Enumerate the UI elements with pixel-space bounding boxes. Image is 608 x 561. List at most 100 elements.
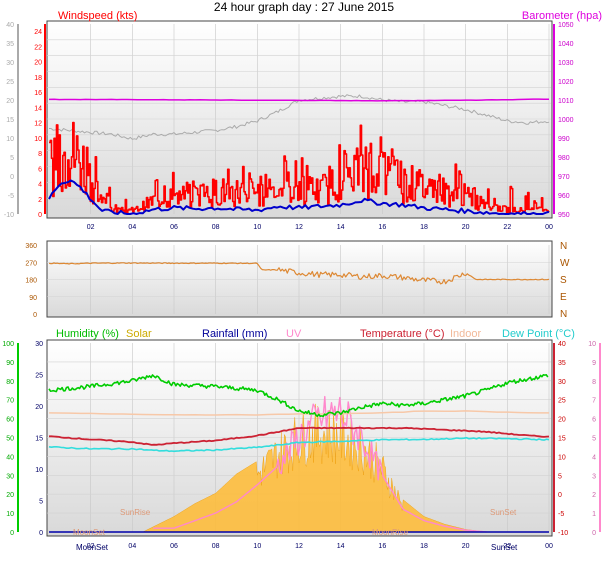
wind-axis-tick: 6	[38, 166, 42, 173]
sunset-label: SunSet	[490, 508, 517, 517]
left-temp-tick: 0	[39, 530, 43, 537]
x-tick-label: 06	[170, 543, 178, 550]
direction-tick: 90	[29, 295, 37, 302]
temperature-line	[49, 426, 550, 446]
x-tick-label: 12	[295, 543, 303, 550]
sunrise-label: SunRise	[120, 508, 151, 517]
wind-axis-tick: 8	[38, 151, 42, 158]
barometer-axis-tick: 1020	[558, 79, 574, 86]
moonrise-label: MoonRise	[372, 528, 409, 537]
outer-left-tick: 15	[6, 117, 14, 124]
x-tick-label: 10	[253, 224, 261, 231]
uv-tick: 2	[592, 492, 596, 499]
x-tick-label: 04	[128, 543, 136, 550]
right-temp-tick: -5	[558, 511, 564, 518]
right-temp-tick: 0	[558, 492, 562, 499]
right-temp-tick: 35	[558, 360, 566, 367]
wind-axis-tick: 0	[38, 212, 42, 219]
wind-axis-tick: 20	[34, 60, 42, 67]
humidity-tick: 50	[6, 436, 14, 443]
humidity-tick: 10	[6, 511, 14, 518]
humidity-line	[48, 374, 549, 418]
barometer-axis-tick: 1000	[558, 117, 574, 124]
uv-tick: 0	[592, 530, 596, 537]
humidity-tick: 90	[6, 360, 14, 367]
humidity-tick: 80	[6, 379, 14, 386]
x-tick-label: 16	[378, 543, 386, 550]
outer-left-tick: 25	[6, 79, 14, 86]
direction-tick: 270	[25, 260, 37, 267]
outer-left-tick: 20	[6, 98, 14, 105]
wind-direction-line	[48, 262, 550, 285]
uv-tick: 1	[592, 511, 596, 518]
windspeed-axis-label: Windspeed (kts)	[58, 10, 137, 22]
wind-axis-tick: 4	[38, 182, 42, 189]
x-tick-label: 18	[420, 224, 428, 231]
direction-tick: 180	[25, 278, 37, 285]
right-temp-tick: 15	[558, 436, 566, 443]
humidity-tick: 60	[6, 417, 14, 424]
outer-left-tick: 40	[6, 22, 14, 29]
chart-title: 24 hour graph day : 27 June 2015	[214, 0, 394, 14]
left-temp-tick: 30	[35, 341, 43, 348]
x-tick-label: 06	[170, 224, 178, 231]
series-lines	[48, 94, 550, 533]
left-temp-tick: 10	[35, 467, 43, 474]
humidity-tick: 100	[2, 341, 14, 348]
barometer-axis-label: Barometer (hpa)	[522, 10, 602, 22]
x-tick-label: 18	[420, 543, 428, 550]
barometer-axis-tick: 1030	[558, 60, 574, 67]
uv-tick: 9	[592, 360, 596, 367]
compass-tick: N	[560, 241, 567, 252]
right-temp-tick: 5	[558, 473, 562, 480]
wind-axis-tick: 12	[34, 121, 42, 128]
wind-axis-tick: 10	[34, 136, 42, 143]
x-tick-label: 02	[87, 543, 95, 550]
humidity-tick: 30	[6, 473, 14, 480]
legend-dewpoint: Dew Point (°C)	[502, 328, 575, 340]
barometer-axis-tick: 960	[558, 193, 570, 200]
x-tick-label: 22	[503, 224, 511, 231]
uv-tick: 10	[588, 341, 596, 348]
humidity-tick: 0	[10, 530, 14, 537]
uv-tick: 5	[592, 436, 596, 443]
uv-tick: 8	[592, 379, 596, 386]
outer-left-tick: 10	[6, 136, 14, 143]
compass-tick: W	[560, 258, 570, 269]
wind-axis-tick: 2	[38, 197, 42, 204]
direction-tick: 360	[25, 243, 37, 250]
uv-tick: 4	[592, 454, 596, 461]
barometer-axis-tick: 1050	[558, 22, 574, 29]
x-tick-label: 14	[337, 543, 345, 550]
wind-axis-tick: 14	[34, 105, 42, 112]
x-tick-label: 20	[462, 543, 470, 550]
sunset-bottom-label: SunSet	[491, 543, 518, 552]
barometer-axis-tick: 1010	[558, 98, 574, 105]
humidity-tick: 40	[6, 454, 14, 461]
x-tick-label: 10	[253, 543, 261, 550]
compass-tick: E	[560, 292, 567, 303]
right-temp-tick: 40	[558, 341, 566, 348]
outer-left-tick: 0	[10, 174, 14, 181]
uv-tick: 7	[592, 398, 596, 405]
compass-tick: S	[560, 275, 567, 286]
right-temp-tick: -10	[558, 530, 568, 537]
x-tick-label: 14	[337, 224, 345, 231]
direction-panel	[46, 240, 553, 318]
windspeed-line	[49, 121, 550, 214]
barometer-axis-tick: 970	[558, 174, 570, 181]
x-tick-label: 02	[87, 224, 95, 231]
dewpoint-line	[48, 436, 550, 453]
indoor-temp-line	[48, 410, 549, 416]
direction-tick: 0	[33, 312, 37, 319]
wind-axis-tick: 24	[34, 29, 42, 36]
outer-left-tick: -5	[8, 193, 14, 200]
legend-rainfall: Rainfall (mm)	[202, 328, 267, 340]
humidity-tick: 20	[6, 492, 14, 499]
compass-tick: N	[560, 309, 567, 320]
outer-left-tick: 30	[6, 60, 14, 67]
x-tick-label: 08	[212, 224, 220, 231]
barometer-axis-tick: 980	[558, 155, 570, 162]
left-temp-tick: 5	[39, 499, 43, 506]
left-temp-tick: 25	[35, 373, 43, 380]
